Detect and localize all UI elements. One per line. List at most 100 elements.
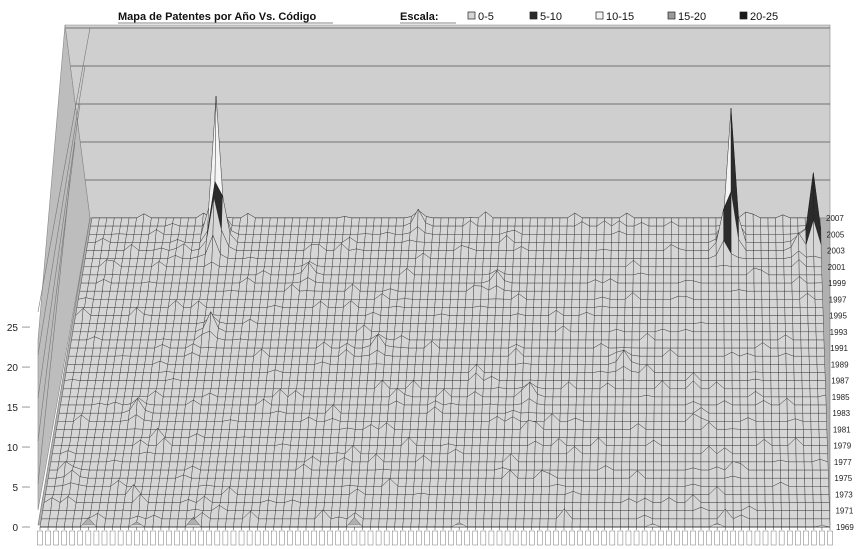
surface-cell	[731, 266, 739, 276]
surface-cell	[248, 453, 259, 463]
surface-cell	[723, 331, 732, 341]
surface-cell	[580, 257, 589, 267]
surface-cell	[76, 347, 86, 357]
surface-cell	[466, 274, 475, 284]
surface-cell	[746, 291, 755, 300]
surface-cell	[524, 502, 533, 511]
surface-cell	[806, 282, 815, 292]
surface-cell	[490, 387, 499, 398]
surface-cell	[693, 347, 702, 357]
surface-cell	[700, 478, 710, 487]
surface-cell	[77, 388, 87, 398]
surface-cell	[388, 299, 398, 308]
surface-cell	[447, 225, 456, 235]
surface-cell	[655, 299, 664, 308]
surface-cell	[395, 306, 405, 316]
surface-cell	[637, 461, 646, 471]
surface-cell	[817, 380, 826, 389]
surface-cell	[581, 478, 590, 487]
surface-cell	[486, 323, 495, 332]
surface-cell	[723, 265, 732, 276]
surface-cell	[403, 502, 413, 511]
code-tick-glyph	[770, 530, 777, 546]
surface-cell	[491, 242, 500, 251]
surface-cell	[579, 291, 588, 300]
surface-cell	[171, 437, 182, 446]
surface-cell	[757, 518, 766, 528]
surface-cell	[620, 510, 629, 520]
surface-cell	[598, 429, 607, 438]
surface-cell	[512, 258, 521, 267]
surface-cell	[373, 486, 383, 495]
surface-cell	[321, 437, 331, 446]
surface-cell	[503, 445, 512, 454]
surface-cell	[472, 429, 482, 438]
surface-cell	[229, 356, 239, 365]
surface-cell	[99, 250, 110, 259]
surface-cell	[558, 250, 567, 259]
surface-cell	[216, 338, 226, 349]
surface-cell	[529, 225, 538, 235]
surface-cell	[353, 274, 362, 284]
surface-cell	[516, 494, 526, 503]
surface-cell	[708, 356, 717, 365]
surface-cell	[62, 429, 73, 438]
surface-cell	[319, 234, 329, 243]
surface-cell	[644, 486, 654, 495]
surface-cell	[260, 291, 270, 300]
surface-cell	[303, 315, 313, 324]
surface-cell	[285, 339, 295, 349]
legend-swatch	[529, 11, 538, 20]
surface-cell	[402, 518, 412, 528]
surface-cell	[521, 225, 531, 235]
surface-cell	[519, 266, 529, 276]
surface-cell	[617, 299, 626, 308]
surface-cell	[220, 429, 230, 438]
surface-cell	[127, 469, 138, 479]
surface-cell	[614, 396, 624, 406]
surface-cell	[630, 404, 639, 414]
surface-cell	[310, 469, 320, 479]
surface-cell	[110, 323, 121, 332]
surface-cell	[285, 486, 295, 495]
surface-cell	[540, 323, 549, 332]
surface-cell	[500, 347, 509, 357]
surface-cell	[716, 315, 725, 324]
surface-cell	[186, 225, 196, 235]
surface-cell	[677, 347, 686, 357]
surface-cell	[150, 421, 161, 430]
surface-cell	[300, 339, 310, 349]
side-wall-gridline	[37, 65, 86, 356]
surface-cell	[339, 502, 349, 511]
surface-cell	[601, 315, 610, 324]
surface-cell	[140, 281, 150, 292]
surface-cell	[238, 225, 248, 235]
surface-cell	[428, 282, 437, 292]
surface-cell	[268, 291, 277, 300]
surface-cell	[168, 461, 179, 471]
surface-cell	[724, 372, 733, 381]
surface-cell	[692, 453, 702, 463]
surface-cell	[509, 486, 518, 495]
surface-cell	[723, 315, 732, 324]
surface-cell	[470, 339, 479, 349]
surface-cell	[524, 323, 534, 332]
surface-cell	[582, 437, 591, 446]
surface-cell	[272, 453, 282, 463]
surface-cell	[494, 315, 503, 324]
surface-cell	[512, 266, 521, 276]
surface-cell	[403, 510, 413, 520]
surface-cell	[748, 445, 757, 454]
surface-cell	[386, 242, 395, 251]
surface-cell	[391, 356, 401, 365]
surface-cell	[525, 469, 535, 479]
surface-cell	[542, 258, 552, 267]
surface-cell	[820, 494, 830, 503]
surface-cell	[236, 242, 246, 251]
surface-cell	[165, 429, 175, 438]
year-tick-label: 1991	[830, 344, 848, 353]
surface-cell	[753, 234, 762, 243]
surface-cell	[454, 225, 464, 235]
surface-cell	[261, 217, 271, 227]
surface-cell	[768, 274, 777, 284]
